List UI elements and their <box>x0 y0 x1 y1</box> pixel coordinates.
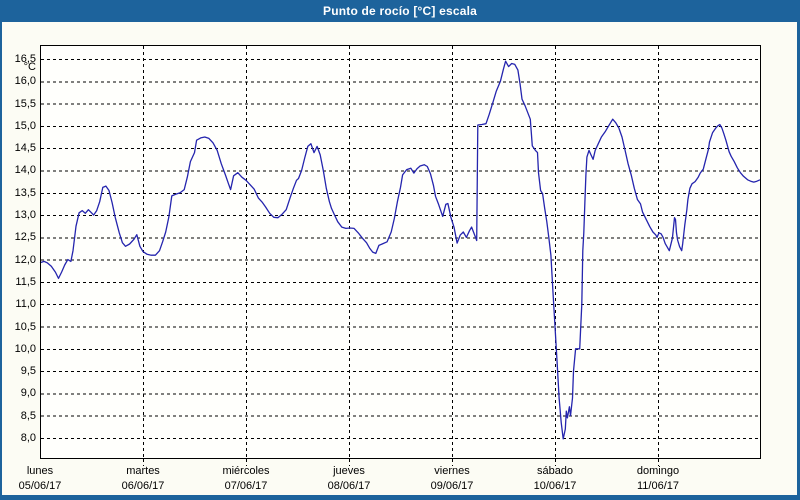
y-tick-label: 10,0 <box>14 342 36 355</box>
x-day-label: jueves <box>333 465 365 477</box>
y-tick-label: 15,5 <box>14 97 36 110</box>
y-tick-label: 8,5 <box>20 409 36 422</box>
y-tick-label: 12,0 <box>14 253 36 266</box>
y-tick-label: 13,0 <box>14 209 36 222</box>
plot-area <box>39 45 761 466</box>
y-tick-label: 13,5 <box>14 186 36 199</box>
x-day-label: martes <box>126 465 160 477</box>
plot-border <box>40 45 761 459</box>
y-tick-label: 10,5 <box>14 320 36 333</box>
y-tick-label: 15,0 <box>14 119 36 132</box>
y-tick-label: 16,0 <box>14 75 36 88</box>
y-tick-label: 14,0 <box>14 164 36 177</box>
y-tick-label: 11,5 <box>15 275 36 288</box>
title-bar: Punto de rocío [°C] escala <box>0 0 800 22</box>
y-tick-label: 9,0 <box>20 387 36 400</box>
x-day-label: sábado <box>536 465 574 477</box>
x-day-label: lunes <box>26 465 54 477</box>
x-date-label: 06/06/17 <box>121 480 165 492</box>
x-day-label: domingo <box>636 465 680 477</box>
dew-point-line <box>39 60 761 440</box>
x-date-label: 07/06/17 <box>224 480 268 492</box>
x-date-label: 05/06/17 <box>18 480 62 492</box>
x-date-label: 08/06/17 <box>327 480 371 492</box>
y-tick-label: 16,5 <box>14 53 36 65</box>
x-day-label: miércoles <box>222 465 270 477</box>
y-tick-label: 9,5 <box>20 365 36 378</box>
y-tick-label: 8,0 <box>20 432 36 444</box>
dew-point-chart: °C 16,5 16,0 15,5 15,0 14,5 14,0 13,5 13,0 12,5 1… <box>2 22 797 495</box>
y-tick-label: 11,0 <box>15 298 36 311</box>
x-date-label: 11/06/17 <box>636 480 679 492</box>
chart-panel: °C 16,5 16,0 15,5 15,0 14,5 14,0 13,5 13,0 12,5 1… <box>2 22 797 495</box>
x-date-label: 10/06/17 <box>533 480 577 492</box>
x-day-label: viernes <box>434 465 470 477</box>
y-tick-label: 12,5 <box>14 231 36 244</box>
y-axis-unit-label: °C <box>23 61 36 73</box>
x-date-label: 09/06/17 <box>430 480 474 492</box>
plot-background <box>40 45 761 459</box>
y-tick-label: 14,5 <box>14 142 36 155</box>
window-title: Punto de rocío [°C] escala <box>322 4 478 18</box>
